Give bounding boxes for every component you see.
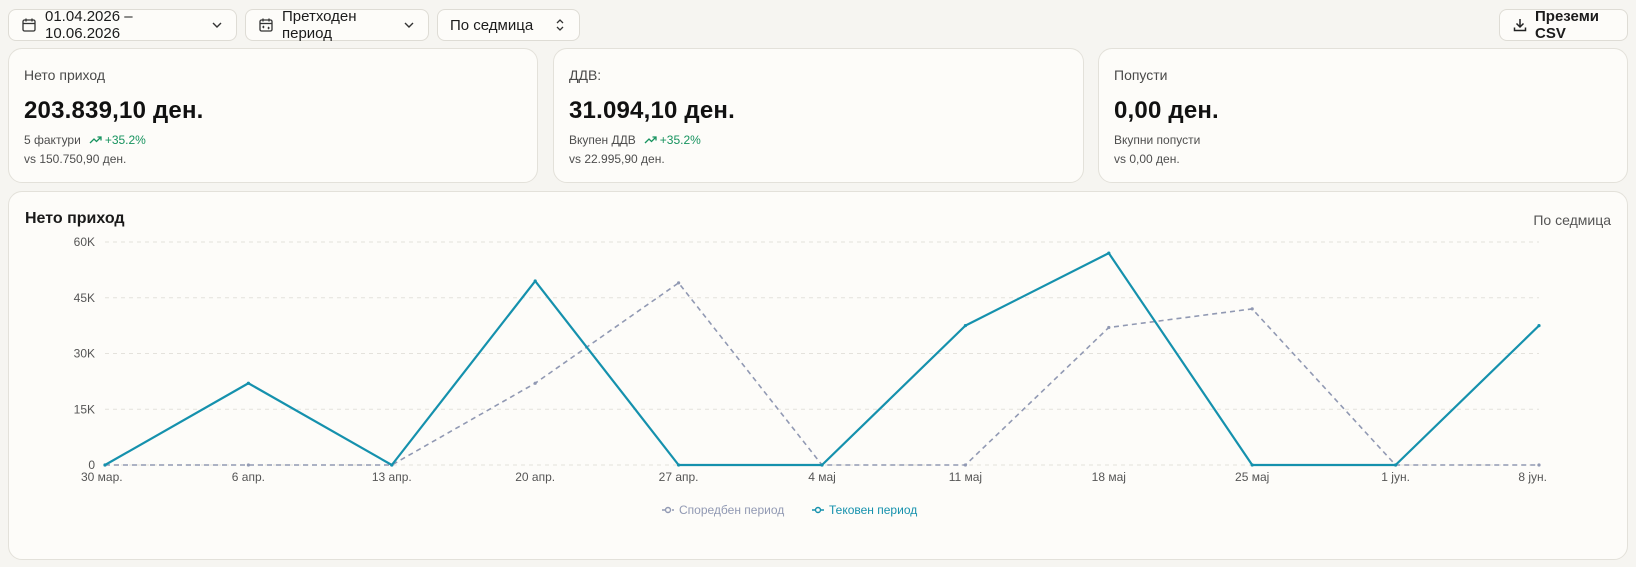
x-tick-label: 18 мај (1092, 470, 1126, 484)
x-tick-label: 25 мај (1235, 470, 1269, 484)
kpi-delta: +35.2% (644, 133, 701, 147)
current-period-line (104, 252, 1540, 467)
chevron-up-down-icon (553, 18, 567, 32)
data-point (1107, 325, 1111, 330)
kpi-sub-label: Вкупни попусти (1114, 133, 1201, 147)
data-point (820, 463, 824, 467)
kpi-card-net-revenue: Нето приход 203.839,10 ден. 5 фактури +3… (8, 48, 538, 183)
x-tick-label: 11 мај (949, 470, 982, 484)
kpi-compare-value: vs 150.750,90 ден. (24, 152, 127, 166)
calendar-icon (21, 17, 37, 33)
date-range-picker[interactable]: 01.04.2026 – 10.06.2026 (8, 8, 237, 42)
data-point (963, 324, 968, 328)
data-point (103, 463, 107, 467)
kpi-card-vat: ДДВ: 31.094,10 ден. Вкупен ДДВ +35.2% vs… (553, 48, 1084, 183)
data-point (246, 381, 250, 385)
data-point (1394, 463, 1398, 467)
x-tick-label: 27 апр. (659, 470, 699, 484)
net-revenue-chart-card: 0 15K 30K 45K 60K 30 мар. 6 апр. 13 апр. 20 апр.… (8, 191, 1628, 560)
granularity-select[interactable]: По седмица (437, 9, 580, 41)
kpi-title: Попусти (1114, 67, 1168, 83)
kpi-subtitle: Вкупен ДДВ +35.2% (569, 133, 1068, 147)
net-revenue-chart: 0 15K 30K 45K 60K 30 мар. 6 апр. 13 апр. 20 апр.… (74, 235, 1547, 517)
y-tick-label: 0 (88, 458, 95, 472)
kpi-value: 31.094,10 ден. (569, 97, 735, 124)
chevron-down-icon (402, 18, 416, 32)
y-tick-label: 60K (74, 235, 95, 249)
trending-up-icon (644, 136, 657, 144)
data-point (1537, 324, 1541, 328)
kpi-value: 203.839,10 ден. (24, 97, 204, 124)
toolbar: 01.04.2026 – 10.06.2026 Претходен период… (8, 8, 1628, 42)
export-csv-label: Преземи CSV (1535, 8, 1600, 42)
data-point (1250, 463, 1254, 467)
legend-swatch-marker (664, 506, 672, 514)
data-point (1537, 463, 1541, 467)
x-tick-label: 1 јун. (1381, 470, 1410, 484)
x-tick-label: 6 апр. (232, 470, 265, 484)
legend-item: Тековен период (812, 503, 917, 517)
y-tick-label: 30K (74, 347, 95, 361)
data-point (533, 381, 537, 385)
chart-title: Нето приход (25, 210, 125, 227)
kpi-card-discounts: Попусти 0,00 ден. Вкупни попусти vs 0,00… (1098, 48, 1628, 183)
legend-label: Тековен период (829, 503, 917, 517)
data-point (246, 463, 250, 467)
kpi-delta: +35.2% (89, 133, 146, 147)
trending-up-icon (89, 136, 102, 144)
data-point (677, 463, 681, 467)
data-point (1107, 251, 1111, 255)
export-csv-button[interactable]: Преземи CSV (1499, 8, 1628, 42)
kpi-sub-label: 5 фактури (24, 133, 81, 147)
legend-swatch-marker (814, 506, 822, 514)
kpi-delta-value: +35.2% (104, 133, 146, 147)
legend-item: Споредбен период (662, 503, 784, 517)
kpi-delta-value: +35.2% (659, 133, 701, 147)
granularity-label: По седмица (450, 16, 534, 34)
x-tick-label: 4 мај (808, 470, 836, 484)
date-range-label: 01.04.2026 – 10.06.2026 (45, 8, 133, 42)
y-tick-label: 45K (74, 291, 95, 305)
chart-granularity-label: По седмица (1533, 212, 1611, 228)
kpi-title: ДДВ: (569, 67, 602, 83)
x-tick-label: 20 апр. (515, 470, 555, 484)
data-point (390, 463, 394, 467)
data-point (677, 281, 681, 285)
compare-period-label: Претходен период (282, 8, 357, 42)
chevron-down-icon (210, 18, 224, 32)
data-point (1250, 307, 1254, 311)
compare-period-dropdown[interactable]: Претходен период (245, 8, 429, 42)
kpi-value: 0,00 ден. (1114, 97, 1219, 124)
legend-label: Споредбен период (679, 503, 784, 517)
x-tick-label: 30 мар. (81, 470, 123, 484)
kpi-title: Нето приход (24, 67, 106, 83)
y-tick-label: 15K (74, 402, 95, 416)
kpi-subtitle: Вкупни попусти (1114, 133, 1612, 147)
previous-period-line (105, 282, 1539, 466)
x-tick-label: 13 апр. (372, 470, 412, 484)
kpi-compare-value: vs 0,00 ден. (1114, 152, 1180, 166)
calendar-compare-icon (258, 17, 274, 33)
data-point (533, 279, 537, 283)
x-tick-label: 8 јун. (1518, 470, 1547, 484)
download-icon (1512, 17, 1528, 33)
kpi-sub-label: Вкупен ДДВ (569, 133, 636, 147)
data-point (963, 463, 968, 467)
kpi-subtitle: 5 фактури +35.2% (24, 133, 522, 147)
kpi-compare-value: vs 22.995,90 ден. (569, 152, 665, 166)
